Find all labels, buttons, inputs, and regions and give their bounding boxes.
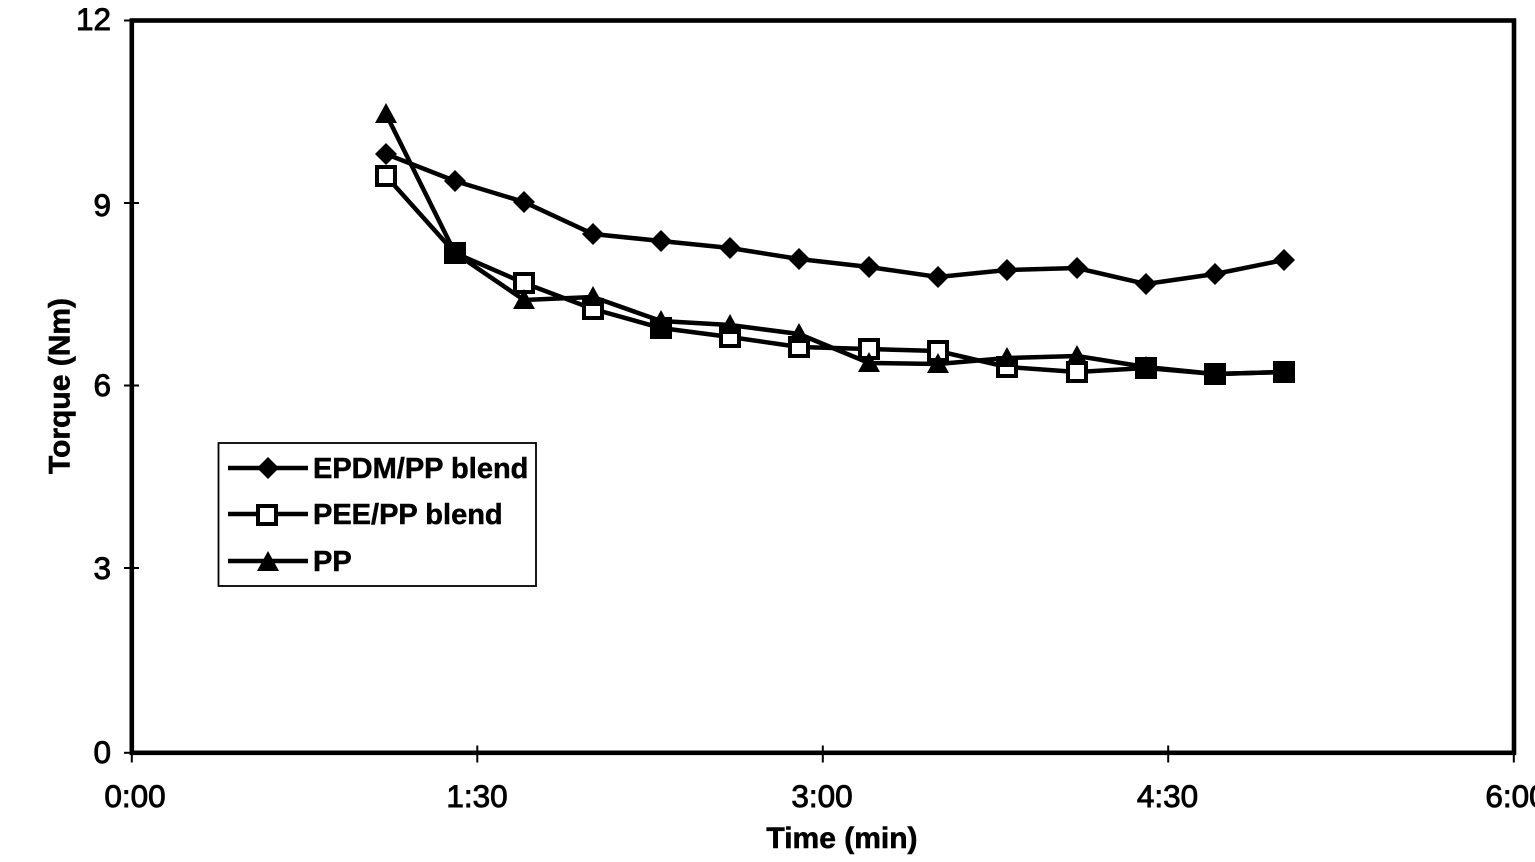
svg-text:EPDM/PP blend: EPDM/PP blend xyxy=(313,453,528,485)
svg-text:Torque (Nm): Torque (Nm) xyxy=(44,298,77,474)
svg-text:6: 6 xyxy=(93,367,111,403)
svg-text:PEE/PP blend: PEE/PP blend xyxy=(313,499,503,531)
svg-text:4:30: 4:30 xyxy=(1137,778,1198,814)
svg-text:0: 0 xyxy=(93,734,111,770)
svg-text:1:30: 1:30 xyxy=(446,778,507,814)
svg-text:Time (min): Time (min) xyxy=(766,822,917,855)
svg-text:3: 3 xyxy=(93,550,111,586)
svg-text:9: 9 xyxy=(93,187,111,223)
svg-text:12: 12 xyxy=(76,1,111,37)
svg-text:3:00: 3:00 xyxy=(791,778,852,814)
svg-text:6:00: 6:00 xyxy=(1485,778,1535,814)
svg-text:PP: PP xyxy=(313,546,352,578)
svg-text:0:00: 0:00 xyxy=(104,778,165,814)
